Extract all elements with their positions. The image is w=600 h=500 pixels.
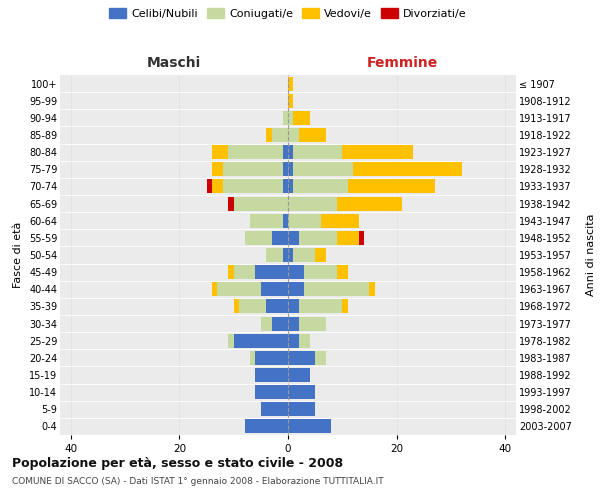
Bar (272, 231, 288, 245)
Bar (320, 214, 359, 228)
Bar (288, 162, 293, 176)
Bar (315, 351, 326, 365)
Bar (304, 265, 337, 279)
Bar (272, 128, 288, 142)
Bar (288, 196, 337, 210)
Bar (223, 162, 283, 176)
Bar (315, 248, 326, 262)
Legend: Celibi/Nubili, Coniugati/e, Vedovi/e, Divorziati/e: Celibi/Nubili, Coniugati/e, Vedovi/e, Di… (107, 6, 469, 21)
Bar (293, 111, 310, 125)
Bar (293, 180, 348, 194)
Bar (261, 282, 288, 296)
Text: COMUNE DI SACCO (SA) - Dati ISTAT 1° gennaio 2008 - Elaborazione TUTTITALIA.IT: COMUNE DI SACCO (SA) - Dati ISTAT 1° gen… (12, 478, 383, 486)
Bar (228, 265, 234, 279)
Bar (288, 351, 315, 365)
Bar (266, 300, 288, 314)
Bar (234, 334, 288, 347)
Bar (337, 265, 348, 279)
Bar (250, 351, 256, 365)
Bar (256, 265, 288, 279)
Bar (299, 316, 326, 330)
Bar (266, 128, 272, 142)
Bar (288, 334, 299, 347)
Bar (370, 282, 375, 296)
Bar (283, 145, 288, 159)
Bar (288, 76, 293, 90)
Bar (288, 231, 299, 245)
Bar (348, 180, 434, 194)
Y-axis label: Anni di nascita: Anni di nascita (586, 214, 596, 296)
Y-axis label: Fasce di età: Fasce di età (13, 222, 23, 288)
Bar (288, 300, 299, 314)
Bar (288, 180, 293, 194)
Bar (283, 180, 288, 194)
Bar (299, 300, 342, 314)
Bar (293, 248, 315, 262)
Bar (250, 214, 283, 228)
Bar (256, 385, 288, 399)
Bar (217, 282, 261, 296)
Bar (245, 420, 288, 434)
Bar (212, 282, 217, 296)
Bar (337, 231, 359, 245)
Bar (288, 420, 331, 434)
Bar (245, 231, 272, 245)
Bar (288, 111, 293, 125)
Bar (353, 162, 462, 176)
Bar (288, 385, 315, 399)
Bar (228, 334, 234, 347)
Bar (288, 265, 304, 279)
Bar (359, 231, 364, 245)
Bar (299, 128, 326, 142)
Bar (288, 282, 304, 296)
Bar (304, 282, 370, 296)
Bar (283, 214, 288, 228)
Bar (288, 316, 299, 330)
Bar (299, 231, 337, 245)
Bar (212, 162, 223, 176)
Bar (266, 248, 283, 262)
Bar (288, 145, 293, 159)
Bar (234, 265, 256, 279)
Bar (256, 351, 288, 365)
Bar (239, 300, 266, 314)
Bar (272, 316, 288, 330)
Text: Popolazione per età, sesso e stato civile - 2008: Popolazione per età, sesso e stato civil… (12, 458, 343, 470)
Bar (223, 180, 283, 194)
Bar (342, 145, 413, 159)
Text: Femmine: Femmine (367, 56, 437, 70)
Bar (283, 162, 288, 176)
Bar (288, 402, 315, 416)
Bar (299, 334, 310, 347)
Bar (293, 145, 342, 159)
Bar (261, 402, 288, 416)
Bar (212, 145, 228, 159)
Bar (283, 248, 288, 262)
Bar (234, 300, 239, 314)
Bar (234, 196, 288, 210)
Bar (212, 180, 223, 194)
Bar (206, 180, 212, 194)
Bar (228, 196, 234, 210)
Text: Maschi: Maschi (147, 56, 201, 70)
Bar (288, 248, 293, 262)
Bar (337, 196, 402, 210)
Bar (256, 368, 288, 382)
Bar (288, 94, 293, 108)
Bar (228, 145, 283, 159)
Bar (288, 128, 299, 142)
Bar (261, 316, 272, 330)
Bar (342, 300, 348, 314)
Bar (288, 368, 310, 382)
Bar (288, 214, 320, 228)
Bar (293, 162, 353, 176)
Bar (283, 111, 288, 125)
